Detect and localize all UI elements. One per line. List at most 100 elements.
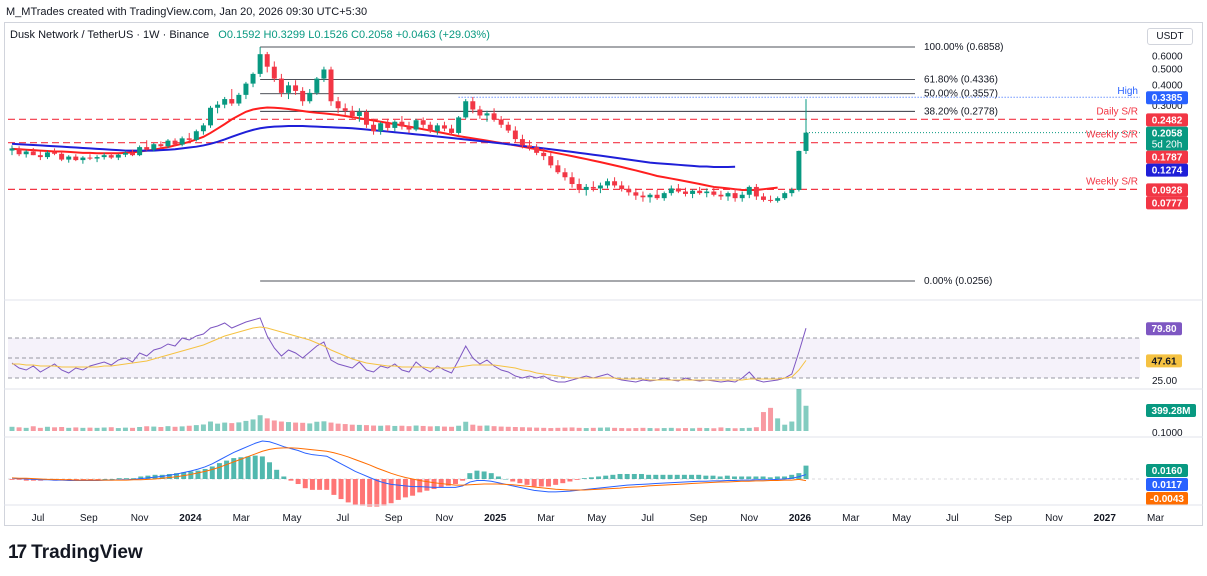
volume-bar: [151, 426, 157, 431]
fib-level-label: 50.00% (0.3557): [924, 89, 998, 100]
rsi-tag-label: 79.80: [1151, 324, 1176, 335]
volume-bar: [264, 418, 270, 431]
candle-body: [654, 194, 660, 199]
candle-body: [9, 148, 15, 151]
currency-button[interactable]: USDT: [1147, 28, 1193, 45]
macd-histogram-bar: [803, 465, 809, 479]
symbol-title[interactable]: Dusk Network / TetherUS · 1W · Binance: [10, 29, 210, 41]
candle-body: [30, 151, 36, 156]
macd-signal-line: [11, 447, 807, 491]
price-tag: [1146, 113, 1188, 127]
rsi-tag: [1146, 354, 1182, 368]
volume-bar: [186, 425, 192, 431]
candle-body: [463, 101, 469, 118]
volume-bar: [753, 427, 759, 431]
volume-tag-label: 399.28M: [1152, 406, 1191, 417]
candle-body: [23, 151, 29, 155]
time-axis-tick: Sep: [690, 513, 708, 524]
macd-axis-tick: 0.1000: [1152, 428, 1183, 439]
ohlc-high: H0.3299: [263, 29, 306, 41]
candle-body: [484, 113, 490, 116]
volume-bar: [803, 405, 809, 431]
candle-body: [293, 85, 299, 91]
fib-level-label: 61.80% (0.4336): [924, 75, 998, 86]
candle-body: [782, 193, 788, 199]
macd-histogram-bar: [95, 479, 101, 480]
candle-body: [753, 186, 759, 197]
volume-bar: [16, 427, 22, 431]
candle-body: [130, 152, 135, 156]
candle-body: [789, 189, 795, 194]
candle-body: [420, 120, 426, 125]
candle-body: [321, 69, 327, 79]
volume-bar: [782, 424, 788, 431]
macd-histogram-bar: [288, 479, 294, 481]
macd-histogram-bar: [338, 479, 344, 500]
volume-bar: [137, 427, 143, 431]
macd-histogram-bar: [731, 476, 737, 479]
volume-bar: [278, 421, 284, 431]
macd-histogram-bar: [710, 475, 716, 479]
volume-bar: [44, 426, 50, 431]
price-tag: [1146, 196, 1188, 210]
volume-bar: [668, 427, 674, 431]
volume-bar: [718, 427, 724, 431]
volume-bar: [222, 422, 228, 431]
macd-histogram-bar: [9, 479, 15, 480]
volume-tag: [1146, 404, 1196, 417]
volume-bar: [314, 421, 320, 431]
macd-histogram-bar: [410, 479, 416, 496]
macd-tag-label: -0.0043: [1150, 494, 1184, 505]
volume-bar: [193, 425, 199, 431]
weekly-sr-label: Weekly S/R: [1086, 176, 1138, 187]
macd-histogram-bar: [188, 471, 194, 479]
macd-histogram-bar: [302, 479, 308, 489]
time-axis-tick: Mar: [1147, 513, 1165, 524]
macd-histogram-bar: [631, 473, 637, 479]
candle-body: [555, 165, 561, 173]
volume-bar: [555, 427, 561, 431]
time-axis-tick: May: [892, 513, 911, 524]
candle-body: [363, 112, 369, 125]
candle-body: [158, 144, 164, 147]
candle-body: [534, 147, 540, 153]
candle-body: [562, 172, 568, 178]
macd-histogram-bar: [660, 474, 666, 479]
volume-bar: [229, 423, 235, 431]
volume-bar: [505, 426, 511, 431]
macd-histogram-bar: [352, 479, 358, 505]
macd-histogram-bar: [238, 457, 244, 479]
candle-body: [541, 152, 547, 157]
macd-histogram-bar: [195, 470, 201, 479]
price-tag-label: 0.0928: [1152, 185, 1183, 196]
time-axis-tick: Mar: [233, 513, 251, 524]
time-axis-tick: Nov: [1045, 513, 1063, 524]
volume-bar: [498, 426, 504, 431]
fib-level-label: 100.00% (0.6858): [924, 42, 1004, 53]
candle-body: [576, 184, 582, 190]
macd-histogram-bar: [724, 475, 730, 479]
volume-bar: [626, 428, 632, 431]
volume-bar: [441, 426, 447, 431]
candle-body: [44, 152, 50, 158]
volume-bar: [215, 423, 221, 431]
volume-bar: [250, 419, 256, 431]
macd-histogram-bar: [388, 479, 394, 504]
candle-body: [413, 120, 419, 130]
candle-body: [803, 132, 809, 151]
candle-body: [441, 125, 447, 129]
volume-bar: [172, 426, 178, 431]
macd-histogram-bar: [324, 479, 330, 490]
volume-bar: [356, 424, 362, 431]
macd-histogram-bar: [567, 479, 573, 482]
chart-frame: [4, 22, 1203, 526]
volume-bar: [512, 427, 518, 431]
candle-body: [66, 156, 72, 160]
volume-bar: [243, 420, 249, 431]
macd-histogram-bar: [402, 479, 408, 498]
candle-body: [179, 138, 185, 145]
macd-histogram-bar: [345, 479, 351, 503]
volume-bar: [371, 425, 377, 431]
candle-body: [661, 193, 667, 199]
